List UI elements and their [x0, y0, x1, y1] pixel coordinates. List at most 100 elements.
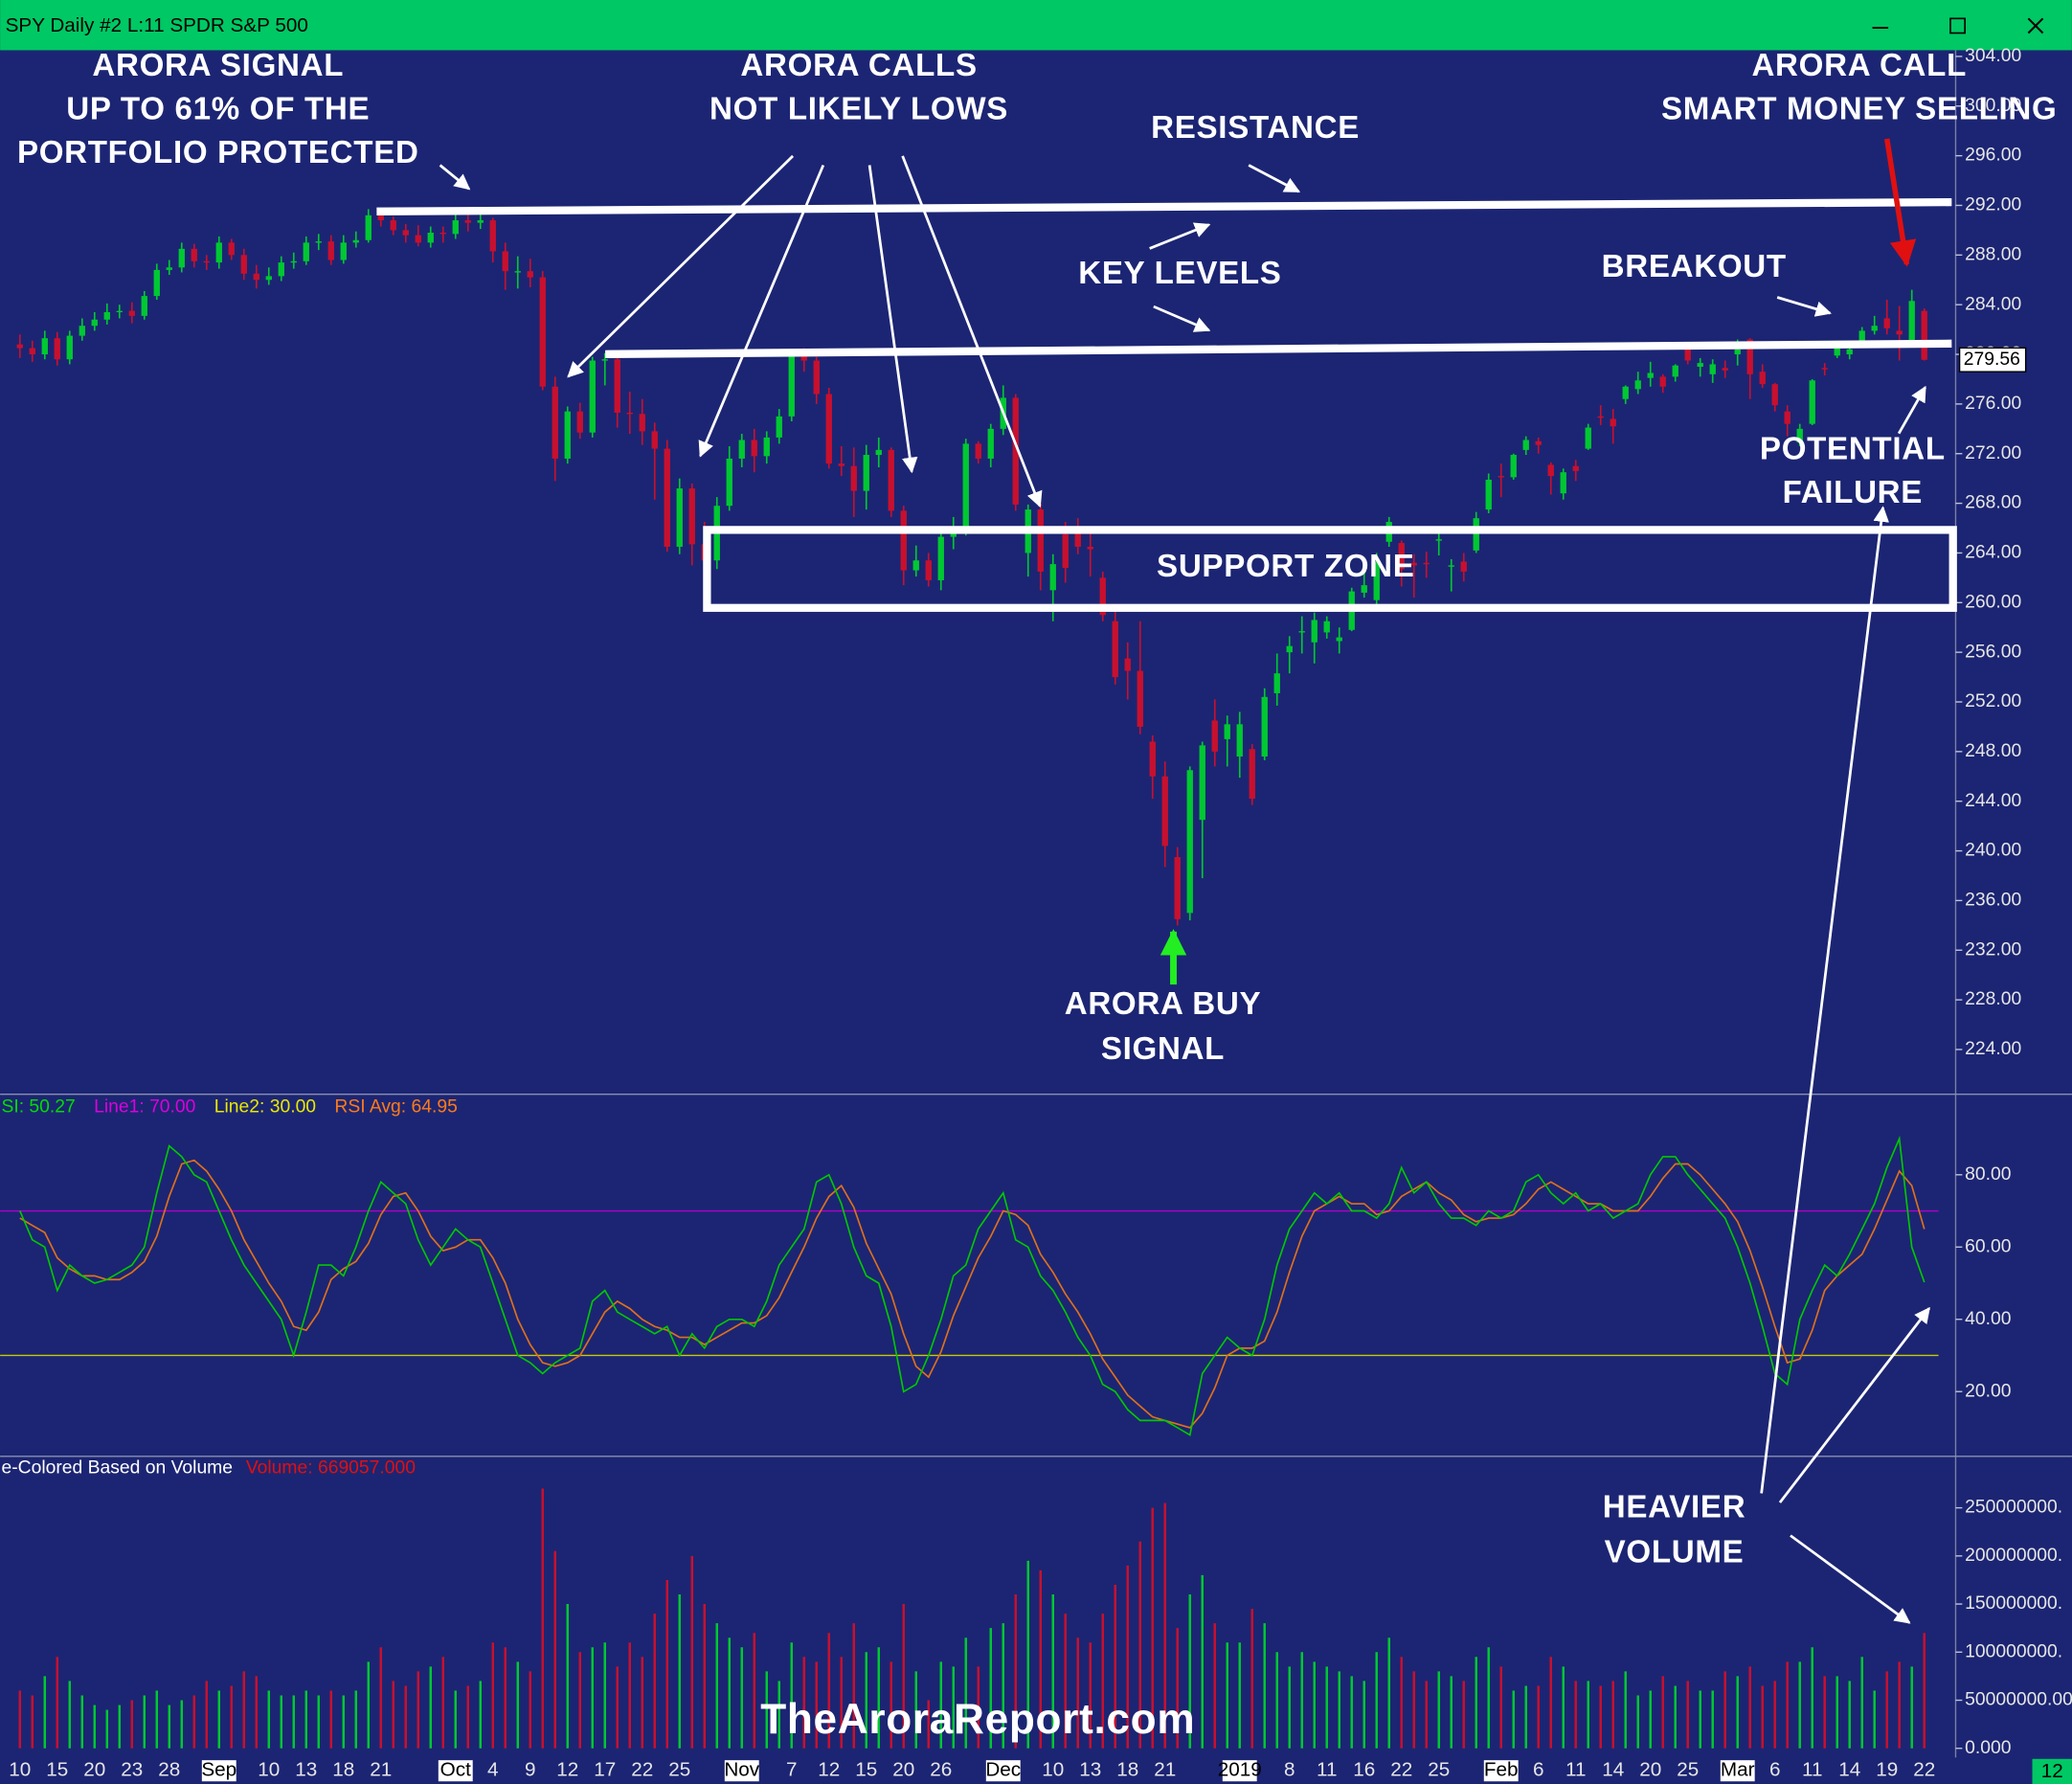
annotation: ARORA CALLS — [740, 48, 977, 83]
candle-body — [1522, 440, 1529, 450]
annotation: PORTFOLIO PROTECTED — [17, 135, 419, 170]
y-tick-label: 300.00 — [1965, 96, 2021, 116]
candle-body — [452, 220, 459, 235]
status-text: 12 — [2041, 1760, 2063, 1782]
candle-body — [676, 488, 683, 547]
candle-body — [527, 271, 533, 278]
candle-body — [1734, 349, 1741, 355]
candle-body — [664, 448, 670, 547]
arrow — [1153, 305, 1211, 332]
candle-body — [91, 319, 98, 327]
candle-body — [1224, 724, 1230, 739]
candle-body — [626, 412, 633, 415]
y-tick-label: 292.00 — [1965, 195, 2021, 215]
maximize-button[interactable] — [1949, 17, 1966, 34]
candle-body — [912, 560, 919, 571]
arrow — [698, 164, 825, 458]
candle-body — [1261, 696, 1268, 757]
month-box — [1720, 1760, 1755, 1782]
month-box — [1483, 1760, 1519, 1782]
candle-body — [1796, 428, 1803, 443]
candle-body — [390, 220, 396, 231]
candle-body — [1908, 301, 1915, 345]
candle-body — [1510, 455, 1517, 478]
candle-body — [1622, 386, 1629, 399]
candle-body — [614, 359, 620, 413]
candle-body — [937, 536, 944, 580]
candle-body — [340, 242, 347, 260]
y-tick-label: 80.00 — [1965, 1164, 2011, 1185]
candle-body — [751, 440, 757, 457]
candle-body — [352, 239, 359, 243]
candle-body — [79, 326, 85, 336]
candle-body — [564, 411, 571, 459]
candle-body — [54, 338, 60, 360]
x-tick-label: Feb — [1484, 1759, 1519, 1781]
candle-body — [1610, 418, 1616, 427]
x-tick-label: 12 — [818, 1759, 840, 1781]
candle-body — [1896, 330, 1903, 335]
candle-body — [576, 411, 583, 433]
annotation: HEAVIER — [1603, 1490, 1746, 1525]
y-tick-label: 50000000.000 — [1965, 1690, 2072, 1710]
candle-body — [1311, 620, 1318, 643]
x-tick-label: 9 — [525, 1759, 536, 1781]
y-tick-label: 224.00 — [1965, 1039, 2021, 1059]
candle-body — [1049, 564, 1056, 591]
candle-body — [1037, 509, 1044, 572]
x-tick-label: 20 — [892, 1759, 914, 1781]
x-tick-label: 14 — [1602, 1759, 1624, 1781]
candle-body — [365, 215, 372, 240]
x-tick-label: 14 — [1838, 1759, 1860, 1781]
rsi-line — [19, 1135, 1926, 1436]
annotation: BREAKOUT — [1602, 249, 1787, 284]
candle-body — [153, 269, 160, 297]
candle-body — [1498, 476, 1504, 478]
plot-area: 224.00 228.00 232.00 236.00 240.00 244.00 248.… — [0, 46, 2072, 1782]
candle-body — [1236, 724, 1243, 757]
y-tick-label: 100000000. — [1965, 1641, 2062, 1661]
candle-body — [1186, 770, 1193, 914]
x-tick-label: 25 — [1428, 1759, 1450, 1781]
month-box — [438, 1760, 473, 1782]
candle-body — [1846, 349, 1853, 355]
annotation: SUPPORT ZONE — [1157, 549, 1415, 584]
candle-body — [327, 241, 334, 260]
arrow — [1778, 1306, 1930, 1503]
annotation: KEY LEVELS — [1078, 256, 1281, 291]
candle-body — [1249, 749, 1255, 800]
candle-body — [1137, 670, 1143, 727]
y-tick-label: 232.00 — [1965, 939, 2021, 960]
x-tick-label: Oct — [440, 1759, 471, 1781]
last-price-label: 279.56 — [1964, 350, 2020, 370]
annotation: SMART MONEY SELLING — [1661, 92, 2058, 127]
candle-body — [265, 276, 272, 281]
close-button[interactable] — [2027, 17, 2044, 34]
y-tick-label: 60.00 — [1965, 1236, 2011, 1256]
y-tick-label: 0.000 — [1965, 1738, 2011, 1758]
y-tick-label: 20.00 — [1965, 1381, 2011, 1401]
candle-body — [240, 255, 247, 274]
annotation: ARORA SIGNAL — [92, 48, 344, 83]
x-tick-label: 13 — [1079, 1759, 1101, 1781]
candle-body — [1697, 363, 1703, 368]
x-tick-label: 22 — [1913, 1759, 1935, 1781]
candle-body — [427, 232, 434, 243]
candle-body — [1722, 368, 1728, 371]
candle-body — [215, 242, 222, 263]
last-price-box — [1958, 347, 2027, 373]
candle-body — [1535, 440, 1542, 445]
arrow — [867, 165, 918, 474]
candle-body — [1099, 577, 1106, 616]
y-tick-label: 288.00 — [1965, 244, 2021, 264]
red-arrow — [1883, 138, 1917, 267]
y-tick-label: 260.00 — [1965, 592, 2021, 612]
candle-body — [1448, 565, 1454, 567]
candle-body — [1460, 561, 1467, 572]
annotation: ARORA BUY — [1065, 986, 1261, 1022]
candle-body — [415, 235, 421, 243]
x-tick-label: 12 — [556, 1759, 578, 1781]
annotation: NOT LIKELY LOWS — [709, 92, 1008, 127]
rsi-line — [19, 1159, 1926, 1429]
